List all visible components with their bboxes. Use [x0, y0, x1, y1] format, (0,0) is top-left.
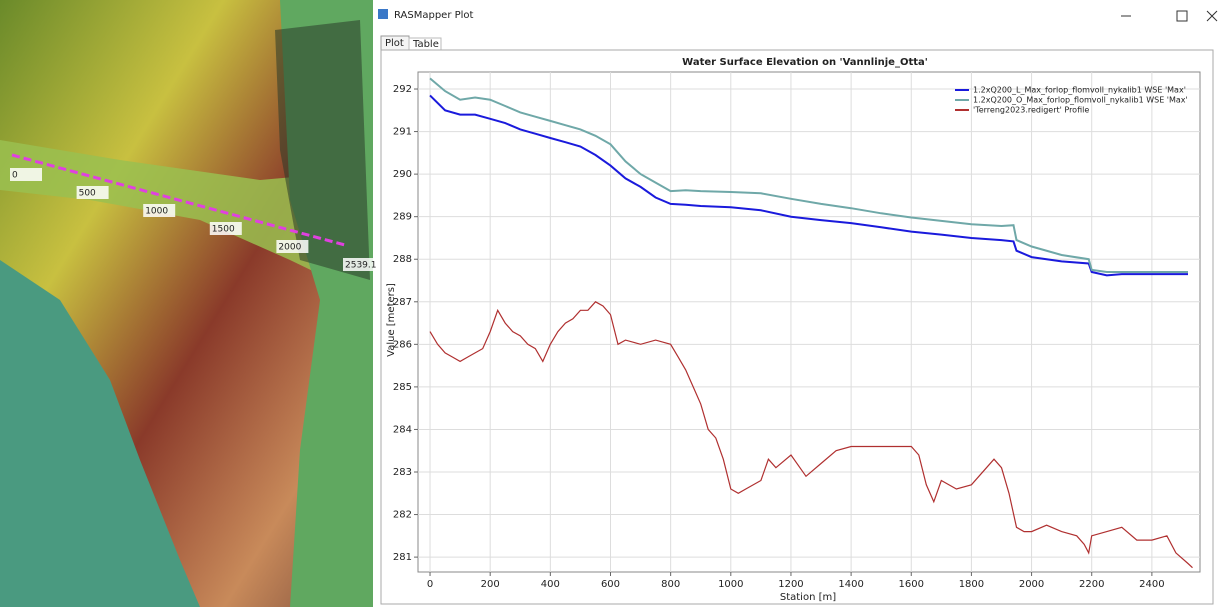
x-tick-label: 2200 — [1079, 579, 1104, 590]
tab-label: Plot — [385, 38, 404, 49]
chart-title: Water Surface Elevation on 'Vannlinje_Ot… — [682, 57, 928, 68]
y-tick-label: 291 — [393, 127, 412, 138]
x-tick-label: 200 — [481, 579, 500, 590]
y-tick-label: 285 — [393, 382, 412, 393]
map — [0, 0, 373, 607]
map-label: 500 — [79, 189, 96, 199]
screen: RASMapper Plot Plot Table Water Surface … — [0, 0, 1222, 607]
tab-label: Table — [412, 39, 439, 50]
y-tick-label: 282 — [393, 510, 412, 521]
y-tick-label: 287 — [393, 297, 412, 308]
y-tick-label: 286 — [393, 339, 412, 350]
y-tick-label: 292 — [393, 84, 412, 95]
y-tick-label: 283 — [393, 467, 412, 478]
x-tick-label: 1000 — [718, 579, 743, 590]
map-label: 2539.1 — [345, 261, 377, 271]
x-tick-label: 1600 — [899, 579, 924, 590]
map-label: 1500 — [212, 225, 235, 235]
x-axis-label: Station [m] — [780, 592, 836, 603]
map-label: 2000 — [278, 243, 301, 253]
x-tick-label: 1400 — [838, 579, 863, 590]
legend-label: 'Terreng2023.redigert' Profile — [973, 106, 1089, 115]
map-label: 1000 — [145, 207, 168, 217]
x-tick-label: 600 — [601, 579, 620, 590]
y-tick-label: 284 — [393, 424, 412, 435]
x-tick-label: 0 — [427, 579, 433, 590]
x-tick-label: 1200 — [778, 579, 803, 590]
y-tick-label: 288 — [393, 254, 412, 265]
page: RASMapper Plot Plot Table Water Surface … — [0, 0, 1222, 607]
x-tick-label: 1800 — [959, 579, 984, 590]
x-tick-label: 2400 — [1139, 579, 1164, 590]
window-title: RASMapper Plot — [394, 10, 474, 21]
plot-area — [418, 72, 1200, 572]
window-icon — [378, 9, 388, 19]
x-tick-label: 400 — [541, 579, 560, 590]
legend-label: 1.2xQ200_L_Max_forlop_flomvoll_nykalib1 … — [973, 86, 1186, 95]
x-tick-label: 2000 — [1019, 579, 1044, 590]
y-tick-label: 290 — [393, 169, 412, 180]
map-label: 0 — [12, 171, 18, 181]
y-tick-label: 289 — [393, 212, 412, 223]
legend-label: 1.2xQ200_O_Max_forlop_flomvoll_nykalib1 … — [973, 96, 1188, 105]
y-tick-label: 281 — [393, 552, 412, 563]
x-tick-label: 800 — [661, 579, 680, 590]
